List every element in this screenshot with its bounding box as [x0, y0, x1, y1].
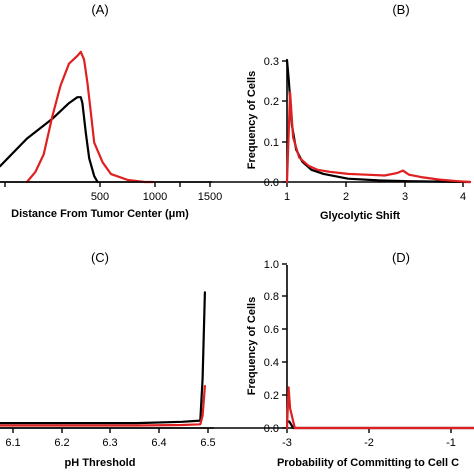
- red-series-line: [285, 91, 472, 184]
- x-axis-label: Glycolytic Shift: [320, 210, 400, 222]
- panel-a: (A) 500 1000 1500 Distance From Tumor Cente…: [0, 2, 222, 220]
- panel-b-label: (B): [392, 2, 409, 17]
- panel-a-label: (A): [91, 2, 108, 17]
- x-tick-label: 1500: [198, 191, 222, 203]
- x-tick-label: 6.2: [54, 437, 69, 449]
- y-tick-label: 0.2: [264, 390, 279, 402]
- y-tick-label: 0.3: [264, 56, 279, 68]
- x-axis-label: Probability of Committing to Cell C: [277, 457, 459, 469]
- x-tick-label: 3: [402, 191, 408, 203]
- y-tick-label: 0.0: [264, 177, 279, 189]
- black-series-line: [0, 96, 99, 184]
- y-tick-label: 1.0: [264, 259, 279, 271]
- black-series-line: [285, 58, 472, 184]
- black-series-line: [0, 291, 206, 425]
- x-tick-label: -2: [364, 437, 374, 449]
- panel-b: (B) 1 2 3 4 0.0 0.1 0.2 0.3 Glycolytic Shift Freq…: [0, 2, 472, 222]
- panel-c-label: (C): [91, 250, 109, 265]
- x-axis-label: pH Threshold: [65, 457, 136, 469]
- x-tick-label: 1: [284, 191, 290, 203]
- x-tick-label: 6.1: [5, 437, 20, 449]
- red-series-line: [0, 385, 206, 427]
- y-tick-label: 0.4: [264, 357, 279, 369]
- y-tick-label: 0.1: [264, 137, 279, 149]
- x-tick-label: -3: [282, 437, 292, 449]
- x-tick-label: 6.4: [151, 437, 166, 449]
- panel-c: (C) 6.1 6.2 6.3 6.4 6.5 pH Threshold: [0, 250, 216, 469]
- red-series-line: [25, 50, 155, 184]
- y-axis-label: Frequency of Cells: [246, 71, 258, 169]
- y-axis-label: Frequency of Cells: [246, 297, 258, 395]
- x-axis-label: Distance From Tumor Center (μm): [11, 208, 189, 220]
- x-tick-label: 1000: [143, 191, 167, 203]
- panel-d: (D) -3 -2 -1 0.0 0.2 0.4 0.6 0.8 1.0 Probability …: [0, 250, 474, 469]
- panel-d-label: (D): [392, 250, 410, 265]
- x-tick-label: -1: [446, 437, 456, 449]
- y-tick-label: 0.0: [264, 423, 279, 435]
- y-tick-label: 0.2: [264, 96, 279, 108]
- y-tick-label: 0.6: [264, 324, 279, 336]
- x-tick-label: 2: [343, 191, 349, 203]
- x-tick-label: 6.3: [102, 437, 117, 449]
- red-series-line: [285, 386, 474, 430]
- y-tick-label: 0.8: [264, 291, 279, 303]
- x-tick-label: 500: [91, 191, 109, 203]
- x-tick-label: 4: [460, 191, 466, 203]
- x-tick-label: 6.5: [200, 437, 215, 449]
